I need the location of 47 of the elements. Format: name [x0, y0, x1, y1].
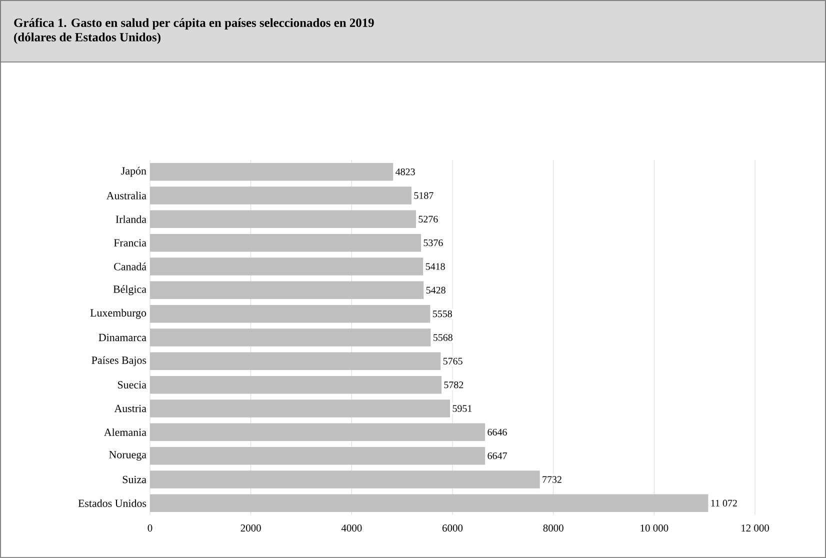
bar [150, 328, 431, 346]
y-tick-label: Estados Unidos [78, 499, 146, 508]
y-tick-label: Francia [114, 239, 146, 247]
y-tick-label: Países Bajos [92, 356, 146, 366]
bar [150, 258, 424, 276]
bar [150, 281, 424, 300]
x-tick-label: 2000 [240, 524, 261, 532]
bar [150, 304, 430, 323]
data-label: 5418 [426, 263, 445, 270]
y-tick-label: Alemania [104, 428, 146, 436]
y-tick-label: Canadá [114, 262, 146, 270]
y-tick-label: Luxemburgo [90, 308, 146, 319]
x-tick-label: 4000 [341, 524, 362, 532]
data-label: 5428 [426, 286, 446, 294]
y-tick-label: Suiza [122, 476, 146, 484]
data-label: 5782 [444, 381, 464, 388]
chart-subtitle: (dólares de Estados Unidos) [14, 32, 160, 44]
data-label: 5276 [418, 216, 438, 223]
x-tick-label: 0 [148, 524, 152, 532]
y-tick-label: Noruega [109, 451, 146, 461]
data-label: 7732 [542, 476, 562, 483]
bar [150, 470, 540, 488]
data-label: 5568 [434, 334, 452, 341]
bar [150, 376, 442, 394]
x-tick-label: 12 000 [742, 524, 769, 532]
data-label: 6647 [488, 452, 507, 460]
y-tick-label: Irlanda [116, 215, 146, 224]
y-tick-label: Dinamarca [98, 334, 146, 342]
data-label: 5376 [424, 239, 443, 246]
data-label: 11 072 [711, 500, 737, 507]
x-tick-label: 10 000 [640, 524, 668, 532]
x-tick-label: 8000 [543, 524, 564, 532]
data-label: 6646 [488, 428, 507, 436]
data-label: 5187 [414, 192, 434, 199]
y-tick-label: Bélgica [113, 285, 146, 296]
data-label: 5765 [443, 358, 462, 365]
y-tick-label: Japón [121, 166, 146, 177]
data-label: 4823 [396, 168, 415, 176]
chart-title: Gráfica 1. Gasto en salud per cápita en países seleccionados en 2019 [14, 18, 374, 30]
data-label: 5558 [432, 310, 452, 318]
x-tick-label: 6000 [442, 524, 463, 532]
bar [150, 162, 394, 181]
y-tick-label: Austria [114, 404, 146, 412]
y-tick-label: Australia [106, 192, 146, 200]
bar [150, 400, 450, 418]
data-label: 5951 [452, 405, 472, 412]
y-tick-label: Suecia [118, 381, 146, 389]
